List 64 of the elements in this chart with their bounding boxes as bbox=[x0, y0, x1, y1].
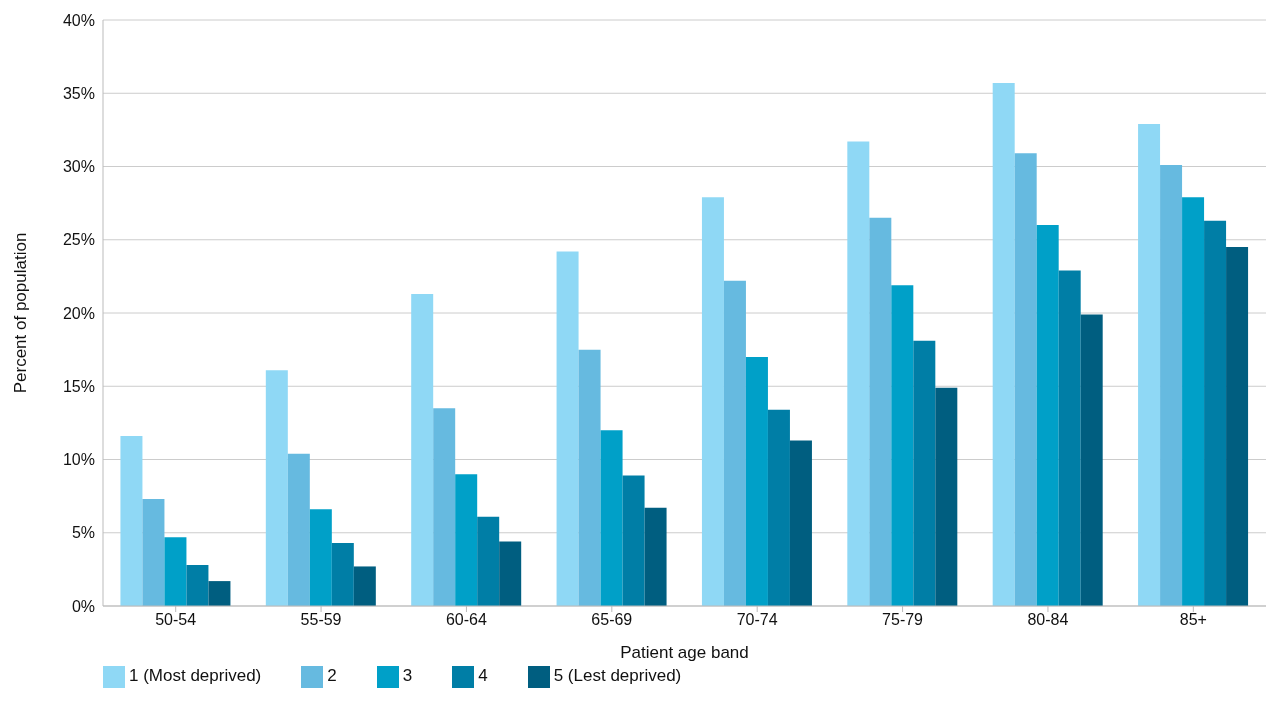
bar bbox=[1014, 153, 1037, 606]
bar bbox=[745, 356, 768, 606]
x-tick-label: 65-69 bbox=[591, 611, 633, 629]
bar bbox=[644, 507, 667, 606]
x-tick-label: 60-64 bbox=[445, 611, 487, 629]
y-tick-label: 0% bbox=[71, 597, 95, 615]
bar bbox=[701, 197, 724, 606]
bar bbox=[455, 474, 478, 606]
bar bbox=[1204, 220, 1227, 606]
y-tick-label: 35% bbox=[62, 84, 95, 102]
bar bbox=[600, 430, 623, 606]
bar bbox=[1182, 197, 1205, 606]
y-tick-label: 20% bbox=[62, 304, 95, 322]
bar bbox=[935, 387, 958, 606]
bar bbox=[847, 141, 870, 606]
bar bbox=[767, 409, 790, 606]
bar bbox=[723, 280, 746, 606]
x-tick-label: 50-54 bbox=[155, 611, 197, 629]
y-tick-label: 10% bbox=[62, 451, 95, 469]
bar bbox=[622, 475, 645, 606]
x-tick-label: 55-59 bbox=[300, 611, 342, 629]
bar bbox=[411, 293, 434, 606]
bar bbox=[120, 436, 143, 606]
bar bbox=[287, 453, 310, 606]
y-tick-label: 40% bbox=[62, 11, 95, 29]
bar bbox=[1036, 225, 1059, 606]
bar bbox=[1058, 270, 1081, 606]
bar bbox=[265, 370, 288, 606]
bar bbox=[499, 541, 522, 606]
y-tick-label: 5% bbox=[71, 524, 95, 542]
bar bbox=[309, 509, 332, 606]
bar bbox=[789, 440, 812, 606]
legend-label: 4 bbox=[478, 666, 488, 686]
bar bbox=[1138, 124, 1161, 606]
y-tick-label: 25% bbox=[62, 231, 95, 249]
x-tick-label: 75-79 bbox=[882, 611, 924, 629]
x-tick-label: 80-84 bbox=[1027, 611, 1069, 629]
legend-label: 3 bbox=[402, 666, 413, 686]
legend-label: 2 bbox=[327, 666, 337, 686]
bar bbox=[164, 537, 187, 606]
bar bbox=[992, 83, 1015, 606]
bar bbox=[331, 543, 354, 606]
bar bbox=[578, 349, 601, 606]
bar bbox=[1080, 314, 1103, 606]
bar bbox=[913, 340, 936, 606]
bar bbox=[556, 251, 579, 606]
x-axis-title: Patient age band bbox=[620, 643, 749, 662]
y-axis-title: Percent of population bbox=[11, 232, 31, 394]
bar bbox=[186, 564, 209, 606]
bar bbox=[1160, 165, 1183, 606]
y-tick-label: 15% bbox=[62, 377, 95, 395]
legend-label: 5 (Lest deprived) bbox=[553, 666, 682, 686]
bar bbox=[1226, 247, 1249, 606]
bar bbox=[208, 581, 231, 606]
y-tick-label: 30% bbox=[62, 158, 95, 176]
bar bbox=[353, 566, 376, 606]
bar bbox=[477, 516, 500, 606]
legend-label: 1 (Most deprived) bbox=[129, 666, 262, 686]
x-tick-label: 85+ bbox=[1179, 611, 1207, 629]
bar bbox=[869, 217, 892, 606]
bar bbox=[433, 408, 456, 606]
x-tick-label: 70-74 bbox=[736, 611, 778, 629]
bar bbox=[142, 499, 165, 606]
bar bbox=[891, 285, 914, 606]
